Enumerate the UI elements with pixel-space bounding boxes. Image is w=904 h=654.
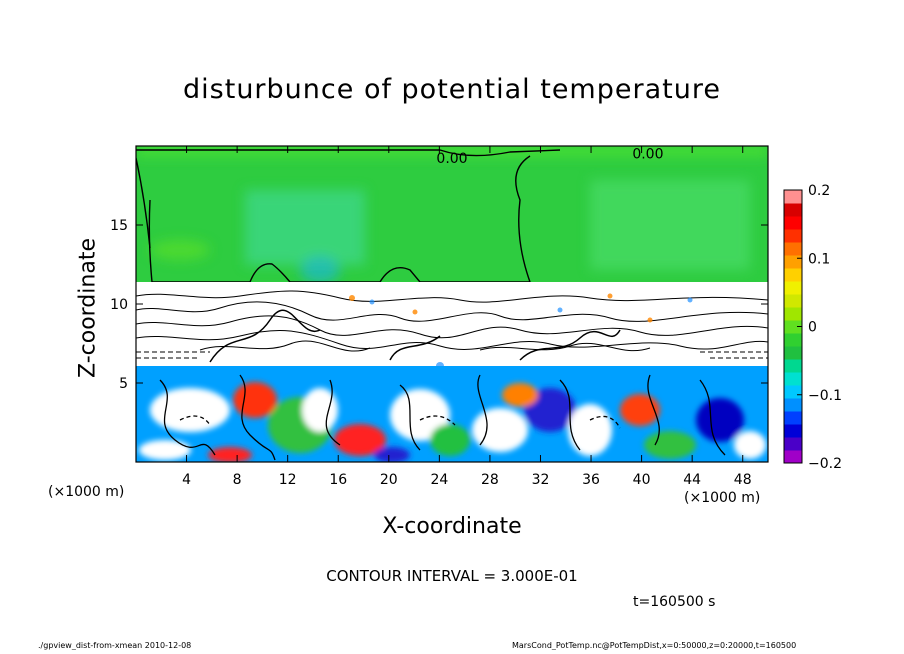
colorbar-segment	[784, 216, 802, 230]
x-unit-right: (×1000 m)	[684, 490, 761, 506]
x-tick-label: 8	[233, 472, 242, 488]
x-tick-label: 4	[182, 472, 191, 488]
y-tick-label: 10	[110, 297, 128, 313]
x-tick-label: 24	[430, 472, 448, 488]
footer-right: MarsCond_PotTemp.nc@PotTempDist,x=0:5000…	[512, 641, 797, 650]
colorbar-segment	[784, 424, 802, 438]
chart-title: disturbunce of potential temperature	[183, 74, 721, 105]
colorbar-segment	[784, 398, 802, 412]
footer-left: ./gpview_dist-from-xmean 2010-12-08	[38, 641, 192, 650]
colorbar-segment	[784, 242, 802, 256]
x-tick-label: 32	[532, 472, 550, 488]
x-tick-label: 20	[380, 472, 398, 488]
colorbar-segment	[784, 437, 802, 451]
colorbar-segment	[784, 333, 802, 347]
turbulent-layer-region	[136, 282, 768, 366]
colorbar-tick-label: 0.1	[808, 251, 830, 267]
y-axis: 5 10 15	[110, 218, 768, 392]
contour-label: 0.00	[632, 146, 663, 162]
colorbar-segment	[784, 385, 802, 399]
time-stamp: t=160500 s	[633, 594, 716, 610]
colorbar-segment	[784, 320, 802, 334]
y-tick-label: 15	[110, 218, 128, 234]
x-tick-label: 44	[683, 472, 701, 488]
colorbar-segment	[784, 372, 802, 386]
x-unit-left: (×1000 m)	[48, 484, 125, 500]
colorbar-tick-label: −0.2	[808, 456, 842, 472]
colorbar-tick-label: 0.2	[808, 183, 830, 199]
contour-labels: 0.00 0.00	[436, 146, 663, 167]
colorbar-segment	[784, 268, 802, 282]
colorbar-segment	[784, 203, 802, 217]
colorbar-segment	[784, 281, 802, 295]
x-tick-label: 16	[329, 472, 347, 488]
colorbar-segment	[784, 346, 802, 360]
contour-interval-text: CONTOUR INTERVAL = 3.000E-01	[326, 567, 578, 585]
heatmap-field	[136, 146, 768, 462]
colorbar: 0.2 0.1 0 −0.1 −0.2	[783, 183, 842, 472]
x-tick-label: 48	[734, 472, 752, 488]
x-tick-label: 28	[481, 472, 499, 488]
colorbar-segment	[784, 307, 802, 321]
colorbar-tick-label: 0	[808, 320, 817, 336]
colorbar-segment	[784, 450, 802, 464]
x-tick-label: 36	[582, 472, 600, 488]
y-axis-label: Z-coordinate	[75, 238, 101, 378]
colorbar-segment	[784, 294, 802, 308]
colorbar-segment	[784, 359, 802, 373]
x-axis-label: X-coordinate	[382, 514, 522, 539]
contour-label: 0.00	[436, 151, 467, 167]
colorbar-segment	[784, 190, 802, 204]
colorbar-tick-label: −0.1	[808, 388, 842, 404]
y-tick-label: 5	[119, 376, 128, 392]
x-tick-label: 12	[279, 472, 297, 488]
x-axis: 4 8 12 16 20 24 28 32 36 40 44 48	[182, 146, 752, 488]
colorbar-segment	[784, 255, 802, 269]
colorbar-segment	[784, 229, 802, 243]
x-tick-label: 40	[633, 472, 651, 488]
colorbar-segment	[784, 411, 802, 425]
